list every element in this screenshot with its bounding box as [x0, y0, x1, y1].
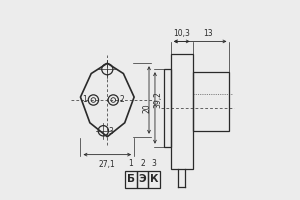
- Text: 1: 1: [129, 159, 133, 168]
- Text: 20: 20: [142, 103, 152, 113]
- Text: Э: Э: [139, 174, 146, 184]
- Text: Б: Б: [127, 174, 135, 184]
- Bar: [148, 171, 160, 188]
- Bar: [137, 171, 148, 188]
- Text: 2: 2: [119, 95, 124, 104]
- Text: 27,1: 27,1: [99, 160, 116, 169]
- Text: 3: 3: [152, 159, 156, 168]
- Text: 1: 1: [83, 95, 87, 104]
- Text: 3: 3: [108, 127, 113, 136]
- Text: 10,3: 10,3: [173, 29, 190, 38]
- Text: 13: 13: [203, 29, 213, 38]
- Bar: [125, 171, 137, 188]
- Text: 39,2: 39,2: [153, 92, 162, 108]
- Text: К: К: [150, 174, 158, 184]
- Text: 2: 2: [140, 159, 145, 168]
